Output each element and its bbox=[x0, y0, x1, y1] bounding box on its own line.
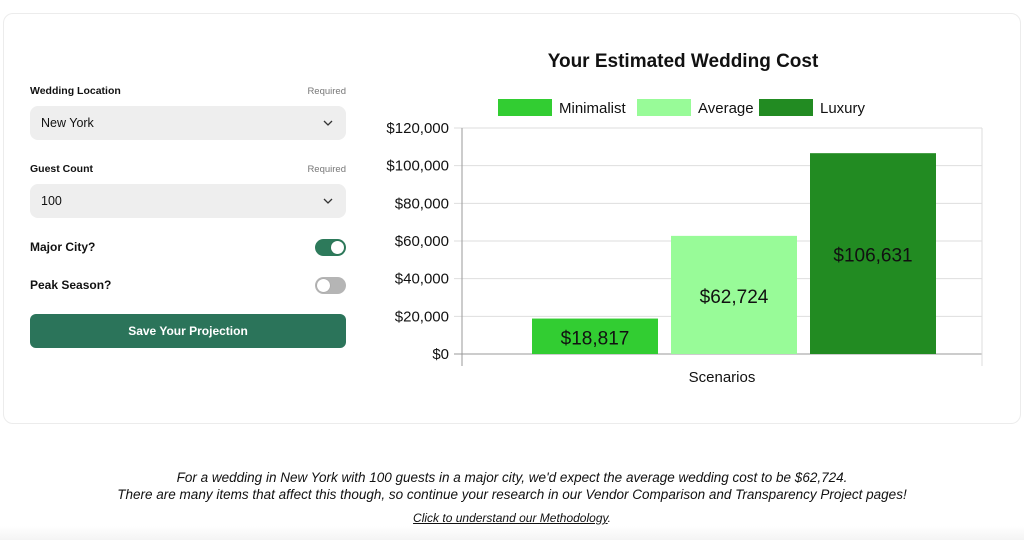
y-tick-label: $100,000 bbox=[386, 158, 449, 175]
location-value: New York bbox=[41, 116, 94, 130]
bar-value-label: $62,724 bbox=[700, 287, 769, 308]
methodology-link[interactable]: Click to understand our Methodology bbox=[413, 511, 608, 525]
y-tick-label: $20,000 bbox=[395, 308, 449, 325]
toggle-knob bbox=[331, 240, 344, 254]
chevron-down-icon bbox=[322, 117, 334, 129]
bar-luxury bbox=[810, 153, 936, 354]
legend-label: Average bbox=[698, 100, 754, 117]
location-field-header: Wedding Location Required bbox=[30, 84, 346, 98]
guest-required-tag: Required bbox=[307, 163, 346, 175]
x-axis-label: Scenarios bbox=[689, 369, 756, 386]
guest-count-value: 100 bbox=[41, 194, 62, 208]
major-city-toggle[interactable] bbox=[315, 238, 346, 256]
location-required-tag: Required bbox=[307, 85, 346, 97]
chart-title: Your Estimated Wedding Cost bbox=[547, 51, 819, 72]
peak-season-row: Peak Season? bbox=[30, 276, 346, 294]
location-select[interactable]: New York bbox=[30, 106, 346, 140]
y-tick-label: $40,000 bbox=[395, 271, 449, 288]
methodology-suffix: . bbox=[607, 511, 611, 525]
save-projection-button[interactable]: Save Your Projection bbox=[30, 314, 346, 348]
bar-average bbox=[671, 235, 797, 354]
bar-value-label: $18,817 bbox=[561, 328, 630, 349]
y-tick-label: $120,000 bbox=[386, 120, 449, 137]
legend-swatch-average bbox=[637, 99, 691, 116]
toggle-knob bbox=[317, 278, 330, 292]
location-label: Wedding Location bbox=[30, 85, 121, 97]
methodology-line: Click to understand our Methodology. bbox=[0, 511, 1024, 525]
summary-line-2: There are many items that affect this th… bbox=[117, 487, 907, 502]
y-tick-label: $80,000 bbox=[395, 195, 449, 212]
page-bottom-fade bbox=[0, 526, 1024, 540]
chart-svg: $0 $20,000 $40,000 $60,000 $80,000 $100,000 $1… bbox=[386, 99, 983, 386]
legend-label: Luxury bbox=[820, 100, 866, 117]
summary-text: For a wedding in New York with 100 guest… bbox=[0, 469, 1024, 503]
cost-chart: Your Estimated Wedding Cost $0 $20,000 $40… bbox=[370, 40, 1000, 400]
major-city-row: Major City? bbox=[30, 238, 346, 256]
guest-label: Guest Count bbox=[30, 163, 93, 175]
chevron-down-icon bbox=[322, 195, 334, 207]
guest-field-header: Guest Count Required bbox=[30, 162, 346, 176]
bar-minimalist bbox=[532, 318, 658, 354]
legend-label: Minimalist bbox=[559, 100, 627, 117]
legend-swatch-luxury bbox=[759, 99, 813, 116]
projection-form: Wedding Location Required New York Guest… bbox=[30, 84, 346, 348]
summary-line-1: For a wedding in New York with 100 guest… bbox=[176, 470, 848, 485]
peak-season-toggle[interactable] bbox=[315, 276, 346, 294]
major-city-label: Major City? bbox=[30, 240, 96, 254]
legend-swatch-minimalist bbox=[498, 99, 552, 116]
y-tick-label: $60,000 bbox=[395, 233, 449, 250]
peak-season-label: Peak Season? bbox=[30, 278, 112, 292]
y-tick-label: $0 bbox=[432, 346, 449, 363]
bar-value-label: $106,631 bbox=[833, 246, 912, 267]
guest-count-select[interactable]: 100 bbox=[30, 184, 346, 218]
